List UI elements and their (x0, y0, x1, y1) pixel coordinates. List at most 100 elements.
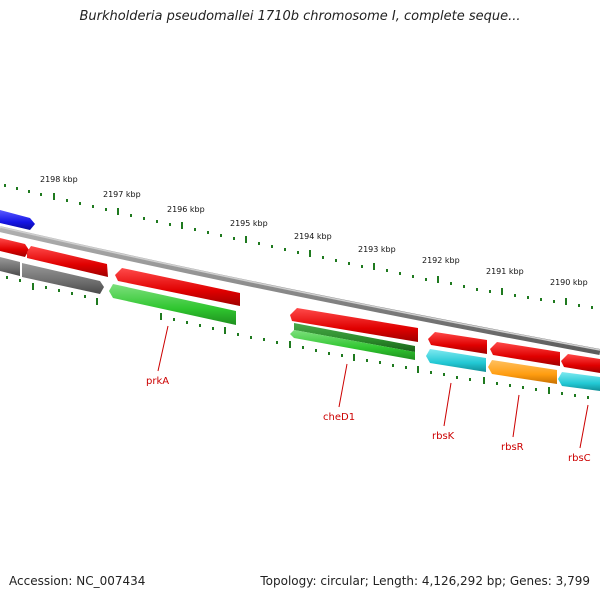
gene-arrow-forward[interactable] (290, 308, 418, 342)
map-title: Burkholderia pseudomallei 1710b chromoso… (79, 9, 521, 24)
gene-label-rbsc[interactable]: rbsC (568, 453, 591, 464)
gene-arrow-regulator[interactable] (488, 360, 557, 384)
ruler-minor-tick (143, 217, 145, 220)
ruler-major-tick (373, 263, 375, 270)
lower-major-tick (417, 366, 419, 373)
gene-label-rbsr[interactable]: rbsR (501, 442, 524, 453)
ruler-minor-tick (335, 259, 337, 262)
gene-label-prka[interactable]: prkA (146, 376, 169, 387)
ruler-minor-tick (399, 272, 401, 275)
lower-minor-tick (522, 386, 524, 389)
gene-label-line-rbsr (512, 394, 520, 438)
lower-minor-tick (45, 286, 47, 289)
gene-arrow-rrna[interactable] (426, 349, 486, 372)
ruler-minor-tick (489, 290, 491, 293)
ruler-minor-tick (16, 187, 18, 190)
lower-minor-tick (6, 276, 8, 279)
ruler-minor-tick (4, 184, 6, 187)
ruler-minor-tick (361, 265, 363, 268)
ruler-minor-tick (40, 193, 42, 196)
ruler-label: 2191 kbp (486, 267, 524, 276)
lower-minor-tick (535, 388, 537, 391)
lower-major-tick (289, 341, 291, 348)
ruler-label: 2196 kbp (167, 205, 205, 214)
gene-arrow-forward[interactable] (115, 268, 240, 306)
blue-feature-arrow[interactable] (0, 210, 35, 230)
ruler-label: 2190 kbp (550, 278, 588, 287)
lower-minor-tick (328, 352, 330, 355)
lower-minor-tick (71, 292, 73, 295)
ruler-minor-tick (297, 251, 299, 254)
gene-label-line-rbsk (443, 382, 452, 427)
ruler-minor-tick (322, 256, 324, 259)
ruler-major-tick (117, 208, 119, 215)
ruler-minor-tick (514, 294, 516, 297)
lower-minor-tick (443, 373, 445, 376)
ruler-minor-tick (348, 262, 350, 265)
ruler-minor-tick (156, 220, 158, 223)
lower-minor-tick (509, 384, 511, 387)
gene-label-rbsk[interactable]: rbsK (432, 431, 455, 442)
ruler-minor-tick (207, 231, 209, 234)
chromosome-backbone-highlight (0, 226, 600, 351)
lower-minor-tick (263, 338, 265, 341)
gene-arrow-reverse-dark[interactable] (294, 323, 415, 352)
ruler-minor-tick (258, 242, 260, 245)
lower-minor-tick (496, 382, 498, 385)
ruler-minor-tick (233, 237, 235, 240)
gene-arrow-forward[interactable] (561, 354, 600, 373)
ruler-minor-tick (578, 304, 580, 307)
gene-arrow-pseudo[interactable] (22, 263, 104, 294)
lower-minor-tick (379, 361, 381, 364)
lower-major-tick (548, 387, 550, 394)
lower-minor-tick (366, 359, 368, 362)
gene-arrow-forward[interactable] (428, 332, 487, 354)
ruler-minor-tick (425, 278, 427, 281)
ruler-minor-tick (220, 234, 222, 237)
lower-minor-tick (430, 371, 432, 374)
lower-minor-tick (315, 349, 317, 352)
ruler-minor-tick (476, 288, 478, 291)
ruler-major-tick (437, 276, 439, 283)
gene-arrow-forward[interactable] (490, 342, 560, 366)
gene-arrow-forward[interactable] (0, 238, 29, 257)
lower-major-tick (353, 354, 355, 361)
lower-minor-tick (173, 318, 175, 321)
gene-arrow-reverse[interactable] (109, 284, 236, 325)
ruler-minor-tick (28, 190, 30, 193)
gene-arrow-pseudo[interactable] (0, 257, 20, 276)
lower-major-tick (224, 327, 226, 334)
gene-label-ched1[interactable]: cheD1 (323, 412, 355, 423)
ruler-label: 2193 kbp (358, 245, 396, 254)
lower-minor-tick (276, 341, 278, 344)
ruler-label: 2198 kbp (40, 175, 78, 184)
lower-minor-tick (587, 396, 589, 399)
ruler-minor-tick (386, 269, 388, 272)
ruler-major-tick (565, 298, 567, 305)
ruler-minor-tick (79, 202, 81, 205)
ruler-label: 2194 kbp (294, 232, 332, 241)
reverse-strand-track (0, 257, 600, 391)
chromosome-backbone (0, 226, 600, 355)
accession-text: Accession: NC_007434 (9, 574, 146, 588)
ruler-minor-tick (194, 228, 196, 231)
gene-label-line-rbsc (579, 404, 589, 449)
lower-tick-row (6, 276, 589, 399)
ruler-label: 2195 kbp (230, 219, 268, 228)
lower-minor-tick (341, 354, 343, 357)
ruler-minor-tick (284, 248, 286, 251)
gene-arrow-rrna[interactable] (558, 372, 600, 391)
lower-minor-tick (84, 295, 86, 298)
gene-arrow-reverse[interactable] (290, 330, 415, 360)
lower-minor-tick (58, 289, 60, 292)
lower-minor-tick (237, 333, 239, 336)
ruler-minor-tick (450, 282, 452, 285)
ruler-major-tick (245, 236, 247, 243)
lower-major-tick (483, 377, 485, 384)
lower-minor-tick (561, 392, 563, 395)
lower-major-tick (96, 298, 98, 305)
ruler-major-tick (181, 222, 183, 229)
lower-minor-tick (186, 321, 188, 324)
gene-arrow-forward[interactable] (27, 246, 108, 277)
